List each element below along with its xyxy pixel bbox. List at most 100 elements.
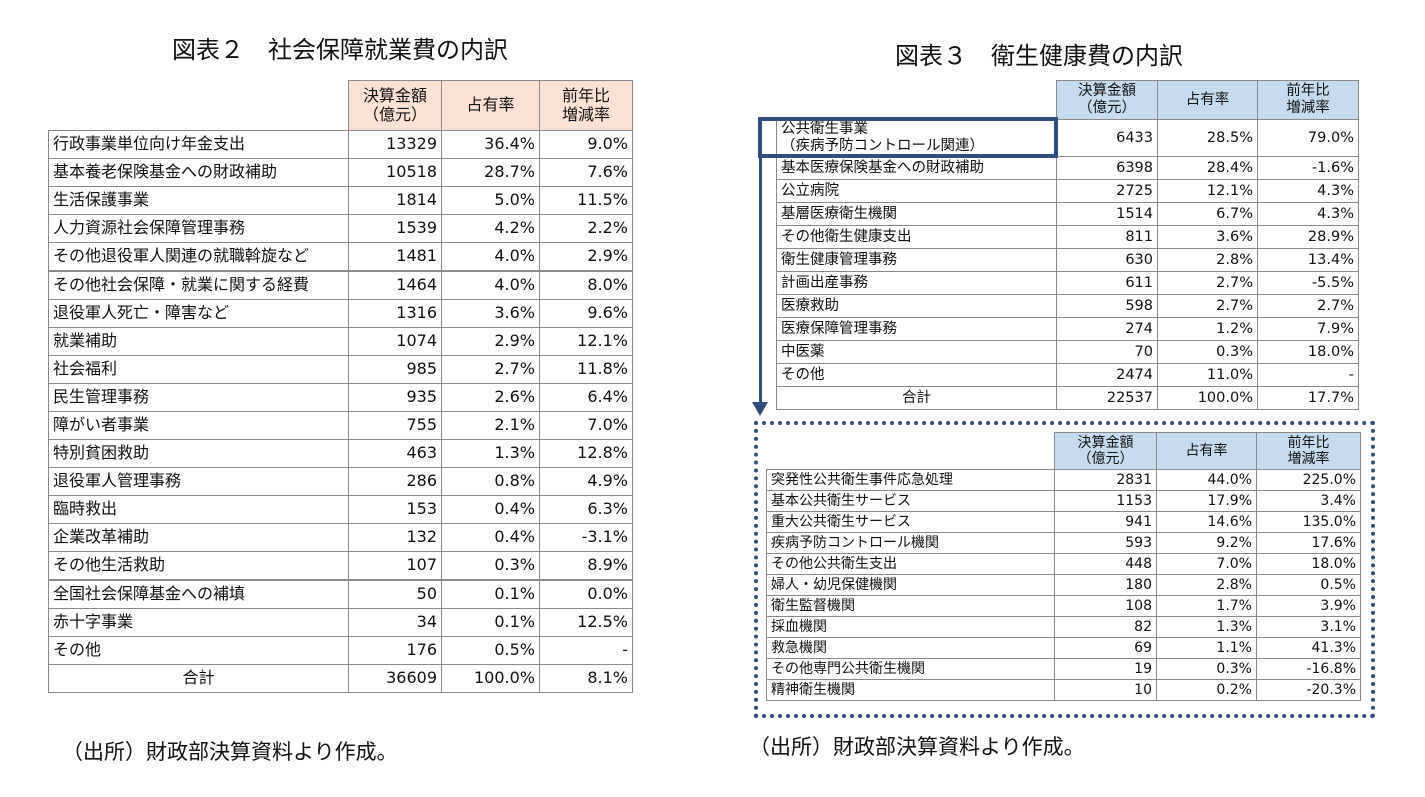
table-row: 衛生監督機関 108 1.7% 3.9% [766, 595, 1361, 617]
yoy-cell: 7.0% [539, 411, 633, 440]
yoy-cell: 12.1% [539, 327, 633, 356]
column-header: 前年比 増減率 [539, 80, 633, 131]
connector-arrow-line [759, 158, 762, 404]
share-cell: 2.7% [1157, 294, 1258, 318]
table-row: 婦人・幼児保健機関 180 2.8% 0.5% [766, 574, 1361, 596]
share-cell: 2.6% [441, 383, 540, 412]
fig3-title: 図表３ 衛生健康費の内訳 [895, 42, 1183, 70]
row-label: 婦人・幼児保健機関 [766, 574, 1055, 596]
fig3-table: 決算金額 （億元） 占有率 前年比 増減率 公共衛生事業 （疾病予防コントロール関連） 64… [776, 80, 1359, 410]
yoy-cell: 28.9% [1257, 225, 1359, 249]
table-row: 社会福利 985 2.7% 11.8% [48, 355, 633, 384]
yoy-cell: 4.3% [1257, 202, 1359, 226]
amount-cell: 630 [1056, 248, 1158, 272]
share-cell: 0.2% [1156, 679, 1257, 701]
row-label: 精神衛生機関 [766, 679, 1055, 701]
row-label: その他 [48, 636, 349, 665]
share-cell: 100.0% [1157, 386, 1258, 410]
table-row: 人力資源社会保障管理事務 1539 4.2% 2.2% [48, 214, 633, 243]
column-header: 決算金額 （億元） [1056, 80, 1158, 120]
yoy-cell: 3.4% [1256, 490, 1361, 512]
amount-cell: 70 [1056, 340, 1158, 364]
row-label: 行政事業単位向け年金支出 [48, 130, 349, 159]
row-label: 障がい者事業 [48, 411, 349, 440]
amount-cell: 6398 [1056, 156, 1158, 180]
highlight-box [758, 117, 1058, 158]
yoy-cell: - [1257, 363, 1359, 387]
amount-cell: 36609 [348, 664, 442, 693]
share-cell: 2.1% [441, 411, 540, 440]
amount-cell: 1814 [348, 186, 442, 215]
table-row: 基本養老保険基金への財政補助 10518 28.7% 7.6% [48, 158, 633, 187]
table-row: 合計 22537 100.0% 17.7% [776, 386, 1359, 410]
yoy-cell: 11.8% [539, 355, 633, 384]
yoy-cell: 4.3% [1257, 179, 1359, 203]
share-cell: 4.2% [441, 214, 540, 243]
yoy-cell: 8.0% [539, 270, 633, 300]
share-cell: 3.6% [1157, 225, 1258, 249]
row-label: 医療保障管理事務 [776, 317, 1057, 341]
row-label: 公立病院 [776, 179, 1057, 203]
total-label: 合計 [776, 386, 1057, 410]
table-row: その他社会保障・就業に関する経費 1464 4.0% 8.0% [48, 270, 633, 300]
row-label: 生活保護事業 [48, 186, 349, 215]
table-row: 生活保護事業 1814 5.0% 11.5% [48, 186, 633, 215]
yoy-cell: 225.0% [1256, 469, 1361, 491]
table-row: 合計 36609 100.0% 8.1% [48, 664, 633, 693]
fig2-header-row: 決算金額 （億元） 占有率 前年比 増減率 [49, 80, 633, 131]
table-row: 疾病予防コントロール機関 593 9.2% 17.6% [766, 532, 1361, 554]
amount-cell: 1316 [348, 299, 442, 328]
yoy-cell: 4.9% [539, 467, 633, 496]
yoy-cell: 9.6% [539, 299, 633, 328]
table-row: 計画出産事務 611 2.7% -5.5% [776, 271, 1359, 295]
table-row: その他 2474 11.0% - [776, 363, 1359, 387]
share-cell: 36.4% [441, 130, 540, 159]
yoy-cell: 7.9% [1257, 317, 1359, 341]
share-cell: 4.0% [441, 270, 540, 300]
amount-cell: 1481 [348, 242, 442, 272]
share-cell: 0.3% [441, 551, 540, 581]
amount-cell: 1539 [348, 214, 442, 243]
amount-cell: 1464 [348, 270, 442, 300]
yoy-cell: -5.5% [1257, 271, 1359, 295]
table-row: 退役軍人管理事務 286 0.8% 4.9% [48, 467, 633, 496]
total-label: 合計 [48, 664, 349, 693]
row-label: 基本養老保険基金への財政補助 [48, 158, 349, 187]
amount-cell: 1074 [348, 327, 442, 356]
share-cell: 28.7% [441, 158, 540, 187]
yoy-cell: -20.3% [1256, 679, 1361, 701]
amount-cell: 611 [1056, 271, 1158, 295]
yoy-cell: 17.7% [1257, 386, 1359, 410]
column-header: 前年比 増減率 [1256, 432, 1361, 470]
row-label: その他公共衛生支出 [766, 553, 1055, 575]
header-blank [777, 81, 1057, 120]
row-label: その他 [776, 363, 1057, 387]
table-row: 精神衛生機関 10 0.2% -20.3% [766, 679, 1361, 701]
row-label: 中医薬 [776, 340, 1057, 364]
amount-cell: 598 [1056, 294, 1158, 318]
row-label: その他生活救助 [48, 551, 349, 581]
yoy-cell: 17.6% [1256, 532, 1361, 554]
share-cell: 1.2% [1157, 317, 1258, 341]
share-cell: 0.5% [441, 636, 540, 665]
amount-cell: 50 [348, 579, 442, 609]
share-cell: 0.3% [1157, 340, 1258, 364]
table-row: 民生管理事務 935 2.6% 6.4% [48, 383, 633, 412]
amount-cell: 985 [348, 355, 442, 384]
share-cell: 0.1% [441, 608, 540, 637]
amount-cell: 2831 [1054, 469, 1157, 491]
header-blank [49, 81, 349, 131]
yoy-cell: 6.3% [539, 495, 633, 524]
amount-cell: 274 [1056, 317, 1158, 341]
table-row: 中医薬 70 0.3% 18.0% [776, 340, 1359, 364]
column-header: 占有率 [1156, 432, 1257, 470]
fig3-header-row: 決算金額 （億元） 占有率 前年比 増減率 [777, 80, 1359, 120]
table-row: 採血機関 82 1.3% 3.1% [766, 616, 1361, 638]
yoy-cell: 3.9% [1256, 595, 1361, 617]
row-label: 民生管理事務 [48, 383, 349, 412]
table-row: 退役軍人死亡・障害など 1316 3.6% 9.6% [48, 299, 633, 328]
table-row: その他 176 0.5% - [48, 636, 633, 665]
amount-cell: 107 [348, 551, 442, 581]
share-cell: 0.4% [441, 523, 540, 552]
yoy-cell: 13.4% [1257, 248, 1359, 272]
